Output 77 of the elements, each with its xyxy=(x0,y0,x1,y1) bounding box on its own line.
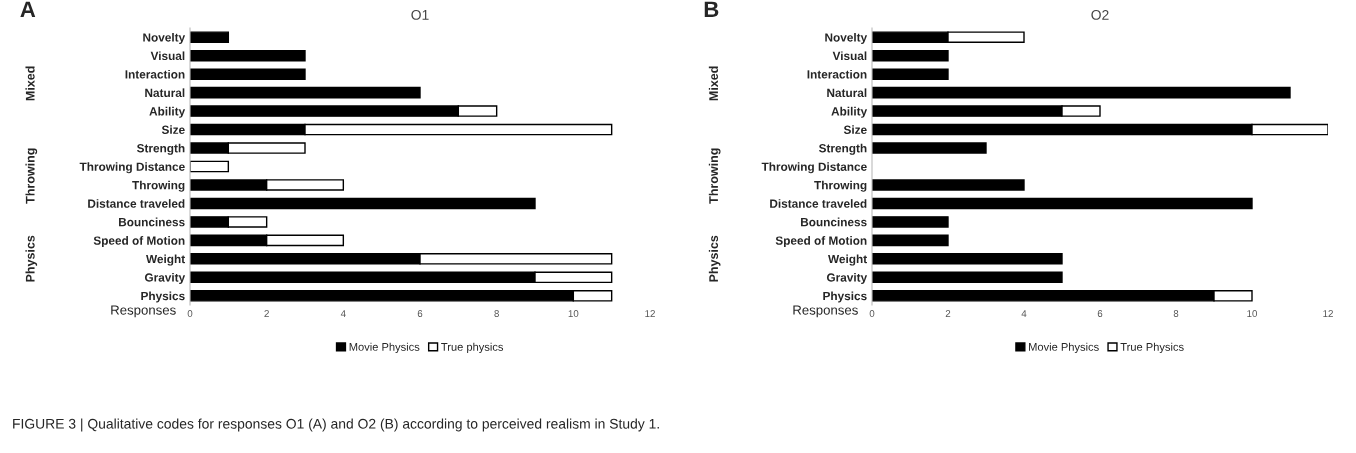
y-tick-label: Natural xyxy=(827,88,867,98)
y-tick-label: Distance traveled xyxy=(770,199,867,208)
y-tick-label: Visual xyxy=(832,51,867,61)
y-tick-label: Throwing Distance xyxy=(79,162,185,174)
x-tick-label: 12 xyxy=(1323,310,1333,317)
text: B xyxy=(704,1,719,17)
text: Throwing xyxy=(708,148,721,204)
legend-label: Movie Physics xyxy=(1029,342,1099,354)
bar xyxy=(190,68,306,80)
bar xyxy=(190,31,230,44)
chart-title: O2 xyxy=(1091,9,1109,20)
y-tick-label: Speed of Motion xyxy=(775,236,867,248)
x-tick-label: 2 xyxy=(264,310,269,317)
legend-label: True physics xyxy=(441,342,504,354)
x-tick-label: 0 xyxy=(187,310,193,317)
bar xyxy=(872,86,1291,99)
y-tick-label: Size xyxy=(161,125,185,134)
y-tick-label: Ability xyxy=(149,106,186,118)
x-tick-label: 12 xyxy=(645,310,655,317)
x-tick-label: 0 xyxy=(869,310,875,317)
y-tick-label: Speed of Motion xyxy=(93,236,185,248)
y-tick-label: Distance traveled xyxy=(88,199,185,208)
bar xyxy=(190,160,230,173)
bar xyxy=(872,271,1063,284)
y-tick-label: Gravity xyxy=(826,273,868,285)
y-tick-label: Gravity xyxy=(144,273,186,285)
y-tick-label: Bounciness xyxy=(801,217,867,227)
y-tick-label: Strength xyxy=(136,143,185,155)
x-tick-label: 8 xyxy=(1173,310,1179,317)
bar xyxy=(872,179,1025,191)
y-tick-label: Weight xyxy=(828,254,867,266)
x-tick-label: 10 xyxy=(568,310,579,317)
text: Mixed xyxy=(708,66,719,101)
y-tick-label: Interaction xyxy=(125,69,185,79)
y-tick-label: Novelty xyxy=(825,32,868,44)
text: Physics xyxy=(25,235,38,282)
y-tick-label: Weight xyxy=(146,254,185,266)
bar xyxy=(872,68,949,80)
bar xyxy=(872,49,949,62)
legend-label: True Physics xyxy=(1120,342,1184,354)
x-tick-label: 4 xyxy=(1021,310,1027,317)
y-tick-label: Novelty xyxy=(143,32,186,44)
x-tick-label: 10 xyxy=(1247,310,1258,317)
y-tick-label: Natural xyxy=(145,88,185,98)
y-tick-label: Interaction xyxy=(807,69,867,79)
bar xyxy=(190,197,536,210)
y-tick-label: Visual xyxy=(150,51,185,61)
text: Throwing xyxy=(25,148,38,204)
y-tick-label: Size xyxy=(843,125,867,134)
y-tick-label: Throwing xyxy=(132,180,185,192)
x-tick-label: 6 xyxy=(417,310,423,317)
x-tick-label: 4 xyxy=(340,310,346,317)
y-tick-label: Physics xyxy=(823,291,867,303)
y-tick-label: Throwing Distance xyxy=(761,162,867,174)
x-tick-label: 2 xyxy=(945,310,951,317)
legend-label: Movie Physics xyxy=(349,342,420,354)
bar xyxy=(872,142,987,154)
bar xyxy=(872,234,949,247)
y-tick-label: Physics xyxy=(141,291,185,303)
x-tick-label: 6 xyxy=(1097,310,1103,317)
bar xyxy=(190,49,306,62)
y-tick-label: Strength xyxy=(818,143,867,155)
bar xyxy=(872,216,949,228)
chart-title: O1 xyxy=(411,9,429,20)
y-tick-label: Throwing xyxy=(814,180,867,192)
text: A xyxy=(20,1,36,17)
x-tick-label: 8 xyxy=(494,310,499,317)
bar xyxy=(872,197,1253,210)
y-tick-label: Bounciness xyxy=(119,217,185,227)
text: Physics xyxy=(708,235,721,282)
text: Mixed xyxy=(25,66,35,101)
caption: FIGURE 3 | Qualitative codes for responses O1 (A) and O2 (B) according to perceived realism in Study 1. xyxy=(13,418,659,432)
x-axis-title: Responses xyxy=(111,305,176,318)
y-tick-label: Ability xyxy=(831,106,868,118)
bar xyxy=(872,253,1063,265)
bar xyxy=(190,86,421,99)
x-axis-title: Responses xyxy=(793,305,858,318)
